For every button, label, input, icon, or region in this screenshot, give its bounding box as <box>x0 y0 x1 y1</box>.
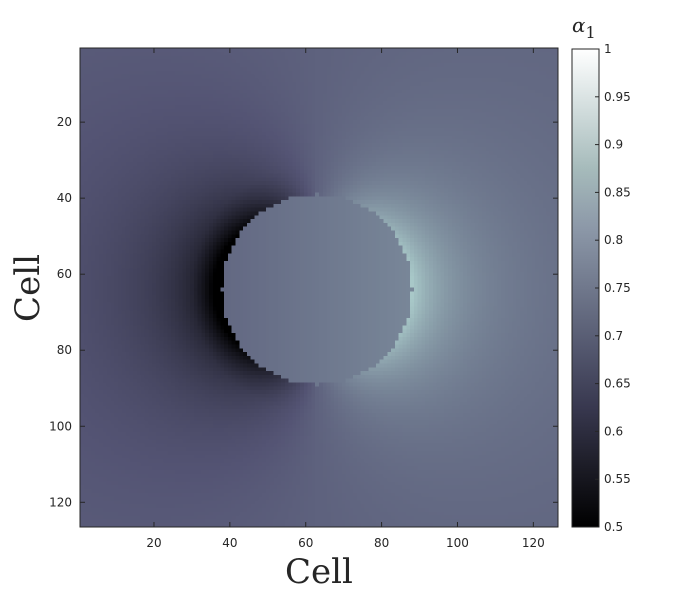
y-tick-label: 100 <box>49 419 72 433</box>
y-tick-label: 120 <box>49 495 72 509</box>
x-tick-label: 80 <box>374 536 389 550</box>
colorbar-tick-label: 0.8 <box>604 233 623 247</box>
colorbar-tick-label: 0.55 <box>604 472 631 486</box>
colorbar-tick-label: 0.6 <box>604 424 623 438</box>
y-axis-ticks: 20 40 60 80 100 120 <box>49 115 558 509</box>
x-tick-label: 60 <box>298 536 313 550</box>
colorbar: 0.5 0.55 0.6 0.65 0.7 0.75 0.8 0.85 0.9 0.95 1 α1 <box>571 13 631 534</box>
colorbar-tick-label: 0.9 <box>604 138 623 152</box>
colorbar-tick-label: 0.65 <box>604 377 631 391</box>
colorbar-tick-label: 0.7 <box>604 329 623 343</box>
plot-frame <box>79 47 559 528</box>
y-tick-label: 20 <box>57 115 72 129</box>
colorbar-tick-label: 0.85 <box>604 185 631 199</box>
y-axis-label: Cell <box>8 254 48 322</box>
colorbar-gradient <box>571 48 600 528</box>
colorbar-label: α1 <box>572 13 596 42</box>
colorbar-tick-label: 1 <box>604 42 612 56</box>
x-tick-label: 40 <box>222 536 237 550</box>
x-axis-ticks: 20 40 60 80 100 120 <box>146 48 545 550</box>
x-tick-label: 120 <box>522 536 545 550</box>
y-tick-label: 40 <box>57 191 72 205</box>
colorbar-ticks: 0.5 0.55 0.6 0.65 0.7 0.75 0.8 0.85 0.9 0.95 1 <box>595 42 631 534</box>
x-axis-label: Cell <box>285 552 353 592</box>
colorbar-tick-label: 0.95 <box>604 90 631 104</box>
x-tick-label: 20 <box>146 536 161 550</box>
y-tick-label: 60 <box>57 267 72 281</box>
plot-area <box>79 47 559 528</box>
colorbar-tick-label: 0.75 <box>604 281 631 295</box>
colorbar-tick-label: 0.5 <box>604 520 623 534</box>
y-tick-label: 80 <box>57 343 72 357</box>
heatmap-image <box>80 48 558 527</box>
x-tick-label: 100 <box>446 536 469 550</box>
